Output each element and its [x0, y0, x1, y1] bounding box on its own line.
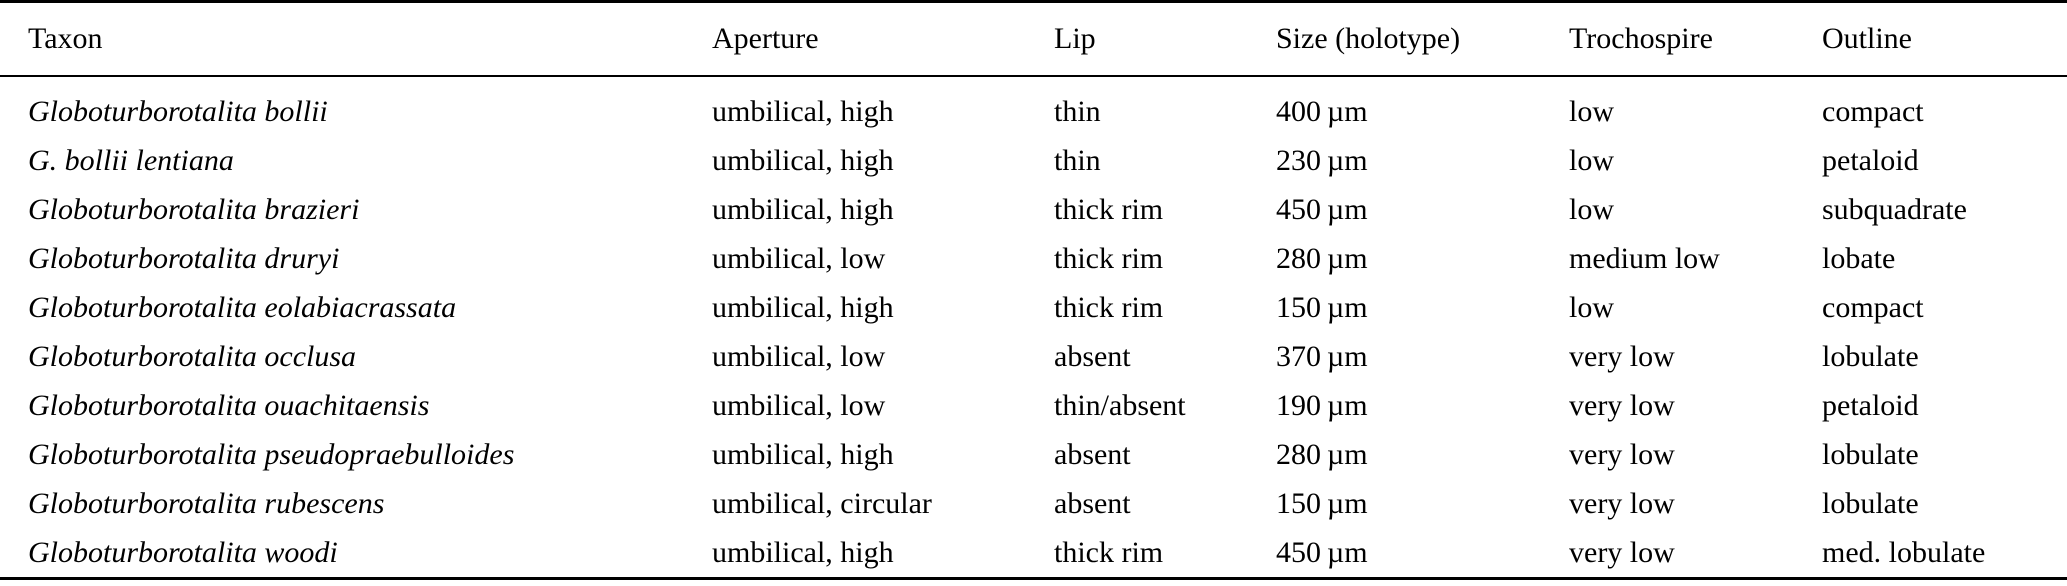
size-cell: 190 µm — [1276, 388, 1368, 422]
table-row: Globoturborotalita pseudopraebulloides u… — [0, 430, 2067, 479]
lip-cell: absent — [1054, 339, 1131, 373]
trochospire-cell: very low — [1569, 437, 1675, 471]
trochospire-cell: low — [1569, 94, 1614, 128]
taxon-cell: G. bollii lentiana — [28, 143, 234, 177]
aperture-cell: umbilical, circular — [712, 486, 932, 520]
outline-cell: petaloid — [1822, 388, 1919, 422]
trochospire-cell: very low — [1569, 486, 1675, 520]
table-row: Globoturborotalita occlusa umbilical, lo… — [0, 332, 2067, 381]
outline-cell: med. lobulate — [1822, 535, 1986, 569]
taxon-cell: Globoturborotalita pseudopraebulloides — [28, 437, 515, 471]
table-row: Globoturborotalita bollii umbilical, hig… — [0, 76, 2067, 136]
aperture-cell: umbilical, high — [712, 535, 894, 569]
outline-cell: lobate — [1822, 241, 1896, 275]
taxon-cell: Globoturborotalita brazieri — [28, 192, 360, 226]
table-row: Globoturborotalita brazieri umbilical, h… — [0, 185, 2067, 234]
taxon-cell: Globoturborotalita occlusa — [28, 339, 357, 373]
table-row: Globoturborotalita druryi umbilical, low… — [0, 234, 2067, 283]
size-cell: 280 µm — [1276, 437, 1368, 471]
taxon-cell: Globoturborotalita rubescens — [28, 486, 385, 520]
taxon-cell: Globoturborotalita ouachitaensis — [28, 388, 430, 422]
lip-cell: thin — [1054, 94, 1101, 128]
lip-cell: absent — [1054, 437, 1131, 471]
header-row: Taxon Aperture Lip Size (holotype) Troch… — [0, 1, 2067, 77]
lip-cell: thick rim — [1054, 290, 1164, 324]
outline-cell: petaloid — [1822, 143, 1919, 177]
column-header-aperture: Aperture — [712, 1, 1054, 77]
table-row: Globoturborotalita eolabiacrassata umbil… — [0, 283, 2067, 332]
aperture-cell: umbilical, high — [712, 143, 894, 177]
size-cell: 280 µm — [1276, 241, 1368, 275]
trochospire-cell: very low — [1569, 535, 1675, 569]
column-header-outline: Outline — [1822, 1, 2067, 77]
taxon-cell: Globoturborotalita eolabiacrassata — [28, 290, 457, 324]
aperture-cell: umbilical, high — [712, 192, 894, 226]
lip-cell: thick rim — [1054, 241, 1164, 275]
lip-cell: thick rim — [1054, 535, 1164, 569]
trochospire-cell: low — [1569, 143, 1614, 177]
column-header-taxon: Taxon — [0, 1, 712, 77]
size-cell: 450 µm — [1276, 535, 1368, 569]
outline-cell: compact — [1822, 290, 1924, 324]
aperture-cell: umbilical, low — [712, 388, 886, 422]
size-cell: 230 µm — [1276, 143, 1368, 177]
taxon-cell: Globoturborotalita bollii — [28, 94, 328, 128]
size-cell: 400 µm — [1276, 94, 1368, 128]
lip-cell: absent — [1054, 486, 1131, 520]
size-cell: 450 µm — [1276, 192, 1368, 226]
size-cell: 370 µm — [1276, 339, 1368, 373]
column-header-lip: Lip — [1054, 1, 1276, 77]
outline-cell: lobulate — [1822, 339, 1919, 373]
column-header-trochospire: Trochospire — [1569, 1, 1822, 77]
trochospire-cell: medium low — [1569, 241, 1720, 275]
trochospire-cell: very low — [1569, 339, 1675, 373]
trochospire-cell: low — [1569, 192, 1614, 226]
column-header-size: Size (holotype) — [1276, 1, 1569, 77]
table-row: Globoturborotalita ouachitaensis umbilic… — [0, 381, 2067, 430]
outline-cell: compact — [1822, 94, 1924, 128]
aperture-cell: umbilical, low — [712, 241, 886, 275]
lip-cell: thin/absent — [1054, 388, 1186, 422]
size-cell: 150 µm — [1276, 486, 1368, 520]
outline-cell: lobulate — [1822, 437, 1919, 471]
table-row: Globoturborotalita rubescens umbilical, … — [0, 479, 2067, 528]
taxon-cell: Globoturborotalita woodi — [28, 535, 338, 569]
trochospire-cell: low — [1569, 290, 1614, 324]
aperture-cell: umbilical, high — [712, 94, 894, 128]
lip-cell: thick rim — [1054, 192, 1164, 226]
aperture-cell: umbilical, high — [712, 437, 894, 471]
size-cell: 150 µm — [1276, 290, 1368, 324]
outline-cell: subquadrate — [1822, 192, 1967, 226]
table-row: G. bollii lentiana umbilical, high thin … — [0, 136, 2067, 185]
table-row: Globoturborotalita woodi umbilical, high… — [0, 528, 2067, 579]
aperture-cell: umbilical, high — [712, 290, 894, 324]
aperture-cell: umbilical, low — [712, 339, 886, 373]
trochospire-cell: very low — [1569, 388, 1675, 422]
outline-cell: lobulate — [1822, 486, 1919, 520]
taxon-cell: Globoturborotalita druryi — [28, 241, 340, 275]
lip-cell: thin — [1054, 143, 1101, 177]
